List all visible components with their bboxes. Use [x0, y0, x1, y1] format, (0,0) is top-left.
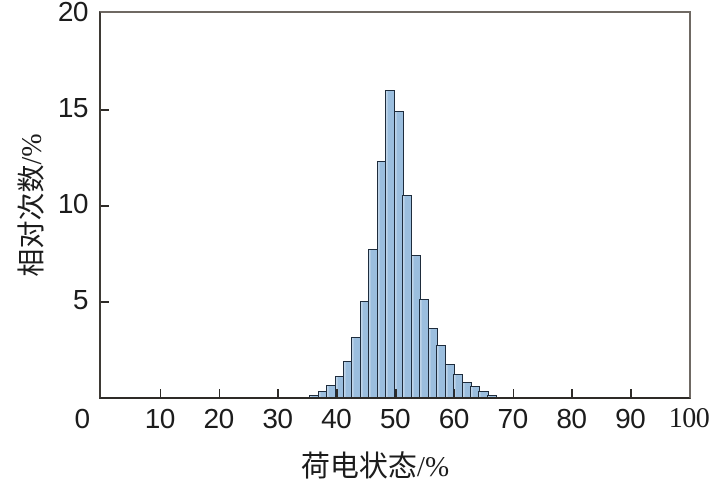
y-axis-tick	[101, 205, 109, 207]
x-axis-tick	[336, 389, 338, 397]
y-axis-tick	[101, 301, 109, 303]
x-tick-label: 20	[203, 403, 235, 434]
y-tick-label: 5	[72, 284, 89, 315]
y-tick-label: 20	[57, 0, 89, 27]
x-axis-tick	[395, 389, 397, 397]
x-axis-tick	[512, 389, 515, 397]
x-axis-tick	[159, 389, 162, 397]
x-axis-tick	[630, 389, 632, 397]
x-tick-label: 80	[556, 403, 587, 434]
x-axis-tick	[453, 389, 456, 397]
x-axis-tick	[571, 389, 573, 397]
histogram-bar	[486, 394, 498, 397]
x-axis-tick	[277, 389, 279, 397]
histogram-bar	[478, 391, 489, 397]
x-tick-label: 90	[615, 403, 646, 434]
y-axis-title: 相对次数/%	[17, 133, 48, 277]
x-axis-tick	[218, 389, 221, 397]
x-tick-label: 60	[438, 403, 470, 434]
x-tick-label: 0	[74, 403, 90, 434]
plot-area	[101, 13, 689, 397]
x-axis-title: 荷电状态/%	[300, 451, 450, 483]
x-tick-label: 50	[379, 403, 411, 434]
x-tick-label: 40	[321, 403, 352, 434]
y-axis-tick	[101, 109, 109, 111]
x-tick-label: 70	[497, 403, 529, 434]
y-tick-label: 10	[57, 188, 89, 219]
x-tick-label: 30	[262, 403, 293, 434]
x-tick-label: 100	[668, 403, 710, 434]
y-tick-label: 15	[57, 92, 89, 123]
x-tick-label: 10	[144, 403, 176, 434]
